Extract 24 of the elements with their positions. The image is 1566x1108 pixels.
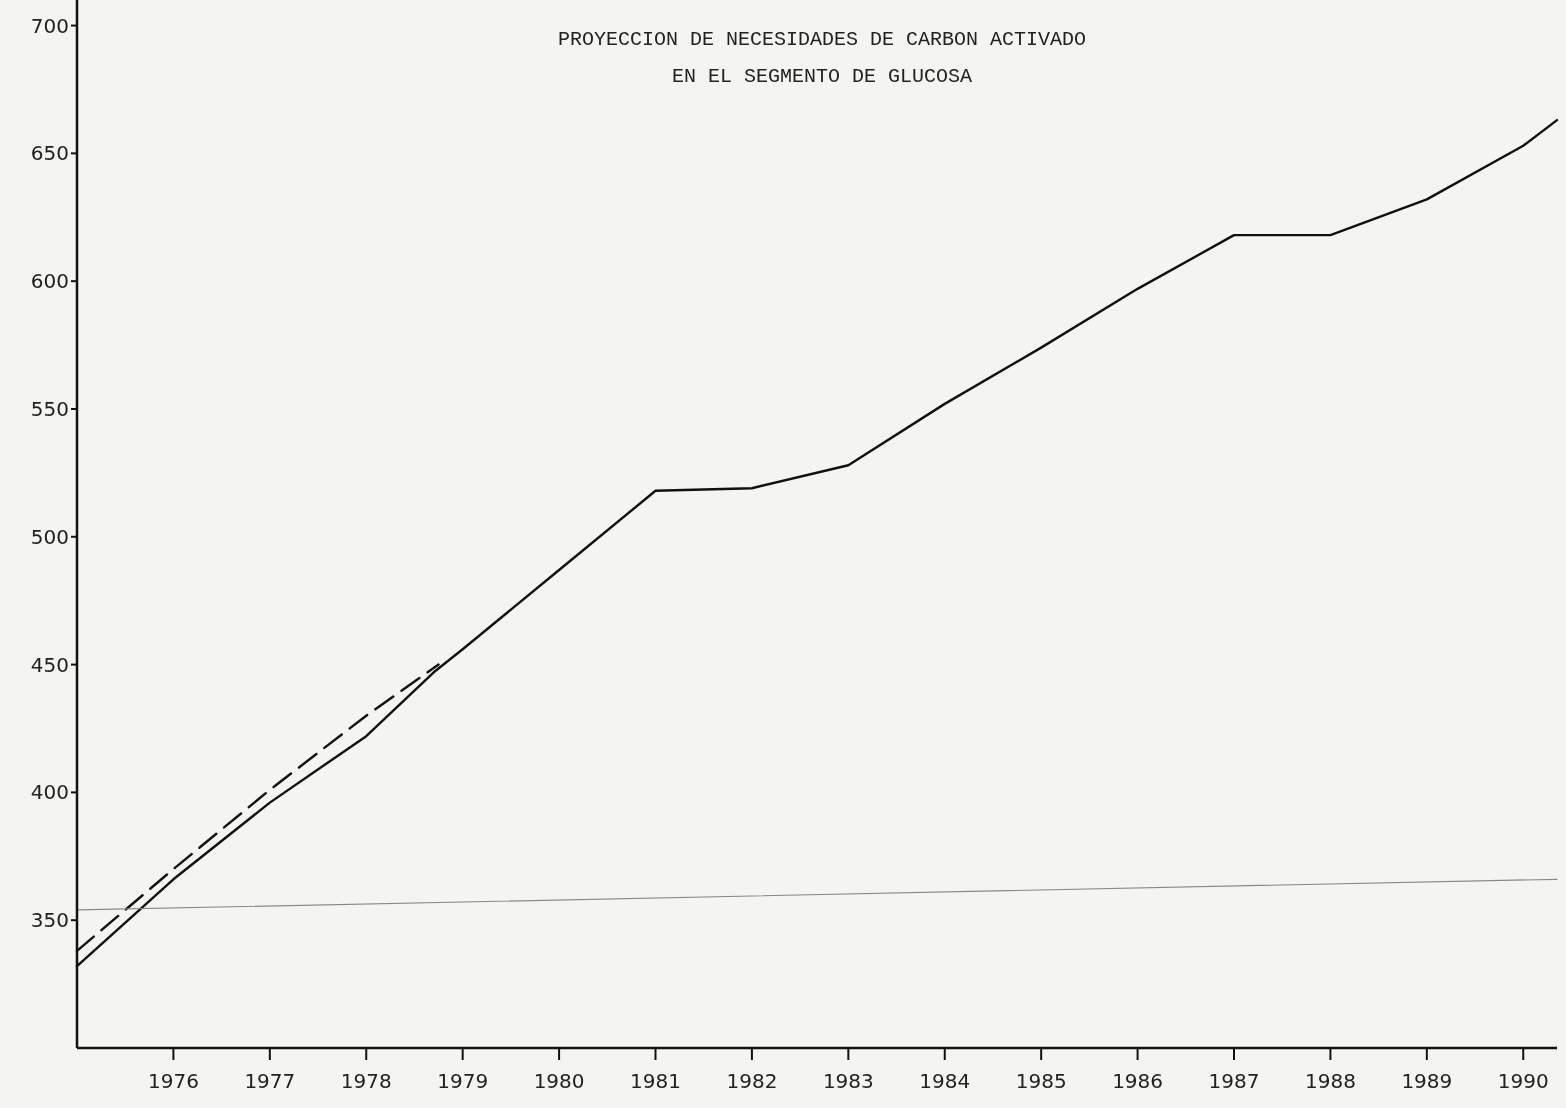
x-tick-label: 1976: [147, 1069, 199, 1093]
y-tick-label: 700: [30, 13, 69, 38]
x-tick-label: 1983: [822, 1069, 874, 1093]
x-tick-label: 1990: [1497, 1069, 1549, 1093]
y-tick-label: 650: [30, 141, 69, 166]
x-tick-label: 1981: [630, 1069, 681, 1093]
y-tick-label: 500: [30, 524, 69, 549]
x-tick-label: 1988: [1304, 1069, 1356, 1093]
x-tick-label: 1989: [1401, 1069, 1453, 1093]
x-tick-label: 1985: [1015, 1069, 1067, 1093]
x-tick-label: 1982: [726, 1069, 778, 1093]
x-tick-label: 1977: [244, 1069, 296, 1093]
y-tick-label: 550: [30, 396, 69, 421]
y-tick-label: 450: [30, 652, 69, 677]
x-tick-label: 1978: [340, 1069, 392, 1093]
y-tick-label: 350: [30, 908, 69, 933]
x-tick-label: 1987: [1208, 1069, 1260, 1093]
x-tick-label: 1979: [437, 1069, 489, 1093]
x-tick-label: 1984: [919, 1069, 971, 1093]
x-tick-label: 1986: [1112, 1069, 1164, 1093]
y-tick-label: 600: [30, 269, 69, 294]
text: PROYECCION DE NECESIDADES DE CARBON ACTIVADO EN EL SEGMENTO DE GLUCOSA: [557, 28, 1087, 88]
x-tick-label: 1980: [533, 1069, 585, 1093]
y-tick-label: 400: [30, 780, 69, 805]
